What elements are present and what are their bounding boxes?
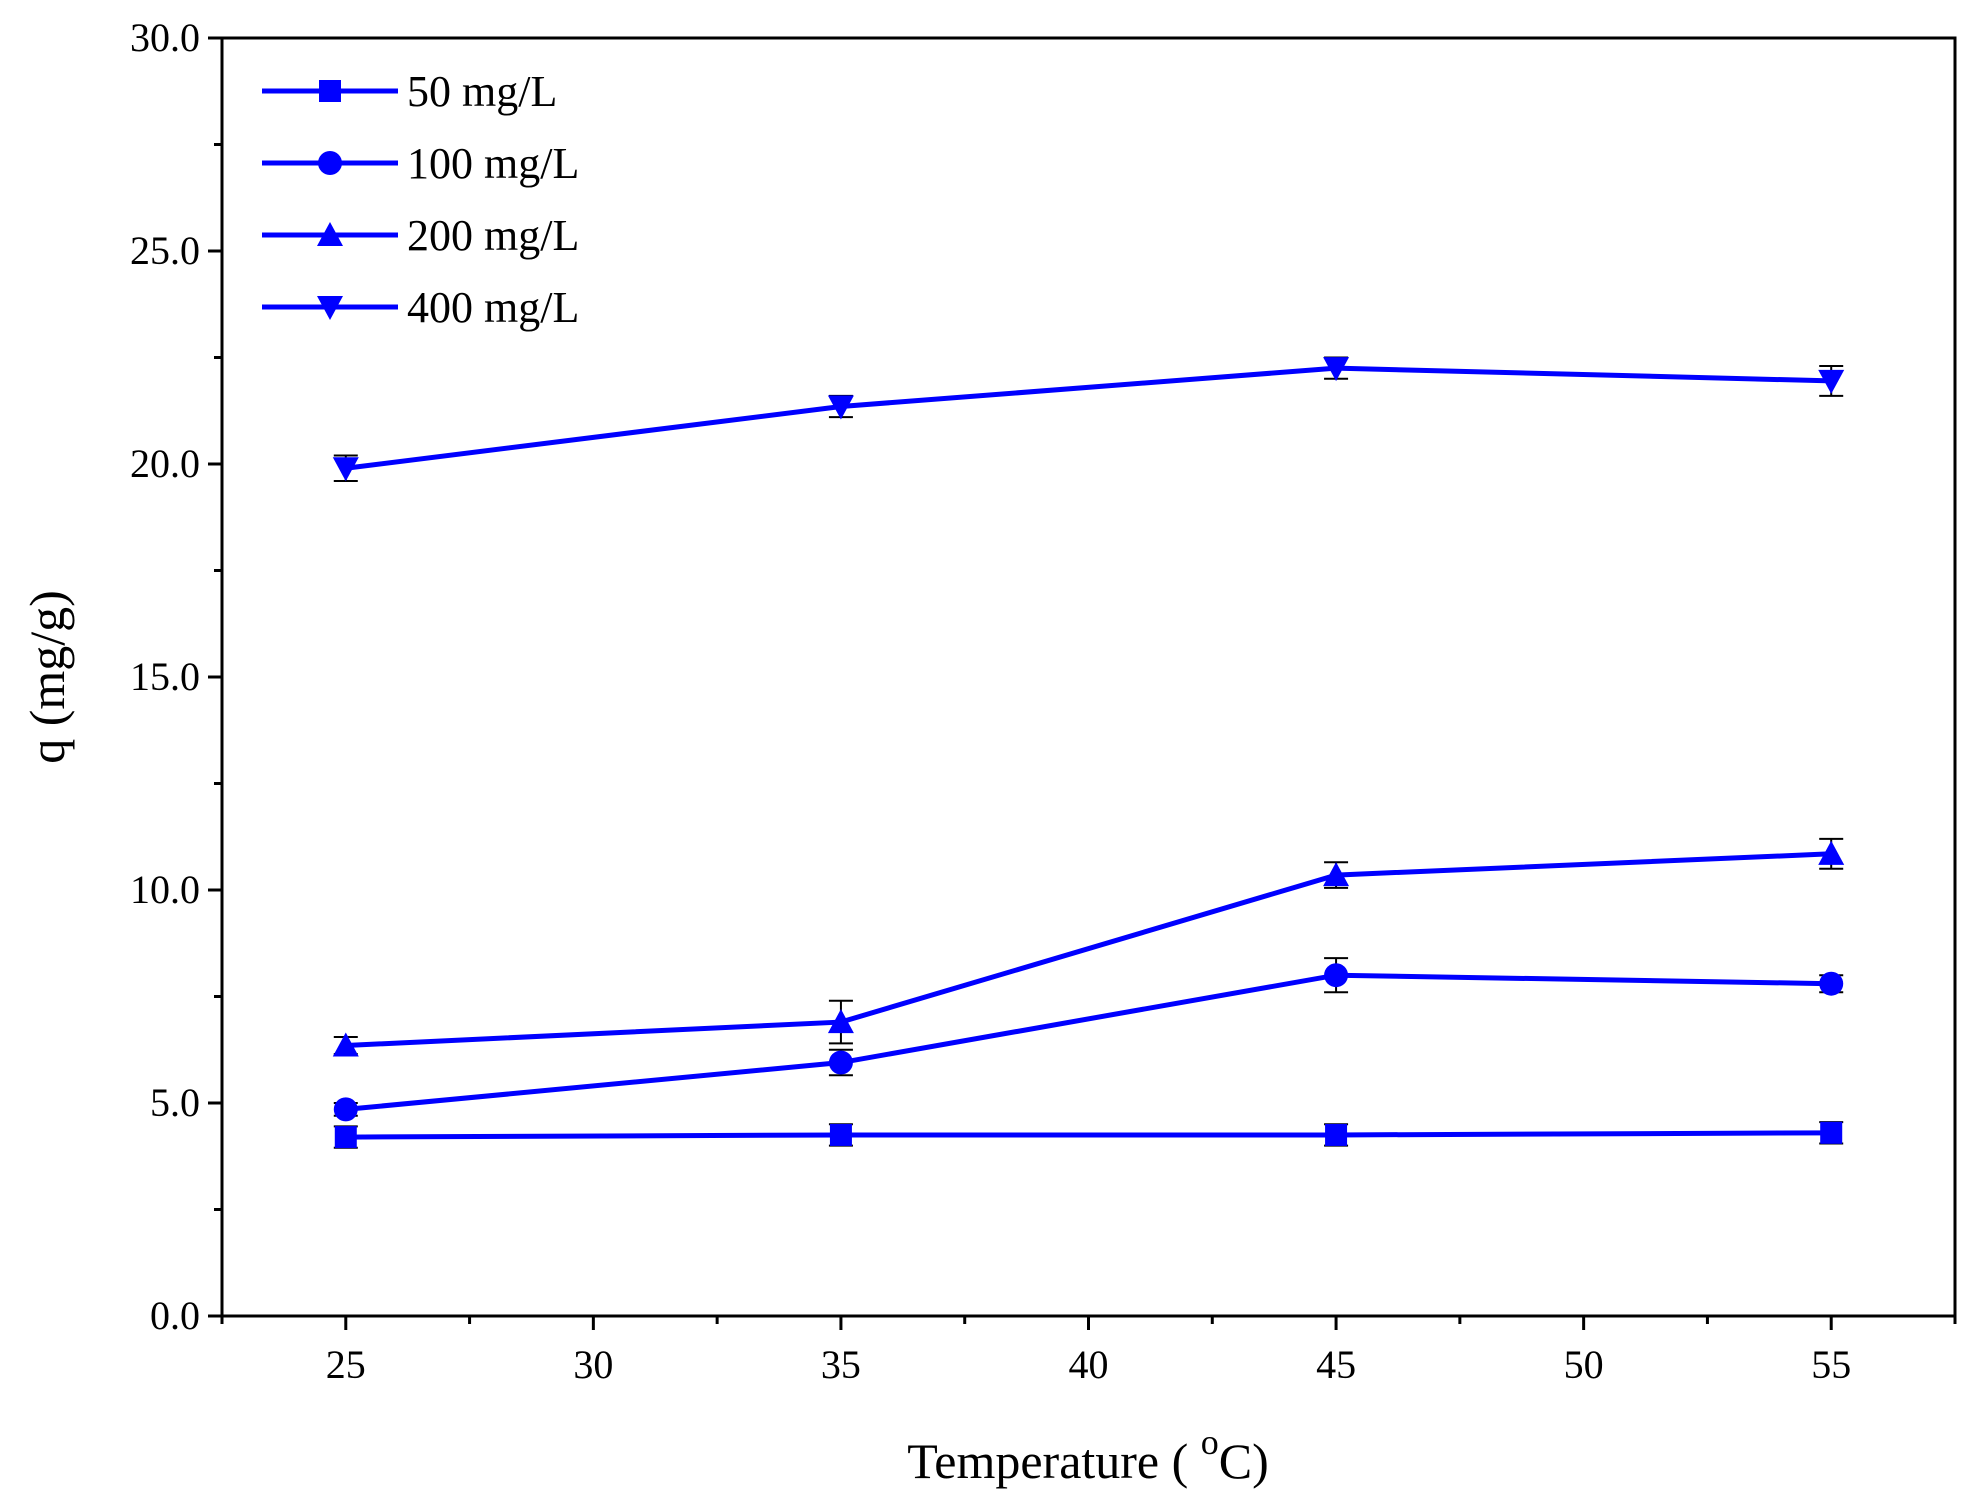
data-point [1323,357,1350,382]
data-point [332,1032,359,1057]
data-point [1820,1121,1843,1144]
x-tick-label: 50 [1564,1342,1604,1387]
legend-marker [318,151,342,175]
data-point [1818,840,1845,865]
data-point [1323,862,1350,887]
legend-label: 400 mg/L [407,283,579,332]
x-axis-ticks: 25 30 35 40 45 50 55 [220,1316,1957,1387]
legend-marker [317,222,343,247]
y-tick-label: 25.0 [130,228,200,273]
x-tick-label: 45 [1316,1342,1356,1387]
data-point [334,1126,357,1149]
data-point [1819,971,1844,996]
y-tick-label: 20.0 [130,441,200,486]
series-100-mg-l [333,957,1844,1122]
data-point [332,457,359,482]
legend-label: 200 mg/L [407,211,579,260]
data-point [828,1050,853,1075]
x-axis-title: Temperature ( oC) [907,1422,1269,1489]
data-point [1325,1123,1348,1146]
data-point [829,1123,852,1146]
y-tick-label: 30.0 [130,15,200,60]
series-layer [332,356,1845,1149]
data-point [827,1009,854,1034]
series-line [345,851,1832,1048]
data-point [827,395,854,420]
y-axis-ticks: 0.0 5.0 10.0 15.0 20.0 25.0 30.0 [130,15,222,1338]
series-line [345,365,1832,471]
x-tick-label: 55 [1811,1342,1851,1387]
series-200-mg-l [332,837,1845,1057]
legend-marker [319,80,341,102]
legend-item: 100 mg/L [262,139,579,188]
x-tick-label: 25 [326,1342,366,1387]
series-line [345,1130,1832,1140]
data-point [1818,369,1845,394]
legend-item: 400 mg/L [262,283,579,332]
legend: 50 mg/L 100 mg/L 200 mg/L 400 mg/L [262,67,579,332]
series-line [345,972,1832,1112]
y-tick-label: 10.0 [130,867,200,912]
y-tick-label: 15.0 [130,654,200,699]
legend-marker [317,295,343,320]
series-50-mg-l [333,1121,1844,1149]
y-tick-label: 5.0 [150,1080,200,1125]
data-point [333,1097,358,1122]
y-tick-label: 0.0 [150,1293,200,1338]
legend-label: 100 mg/L [407,139,579,188]
legend-label: 50 mg/L [407,67,557,116]
x-tick-label: 40 [1069,1342,1109,1387]
y-axis-title: q (mg/g) [19,590,75,764]
legend-item: 50 mg/L [262,67,557,116]
series-400-mg-l [332,356,1845,483]
data-point [1324,963,1349,988]
legend-item: 200 mg/L [262,211,579,260]
x-tick-label: 30 [573,1342,613,1387]
x-tick-label: 35 [821,1342,861,1387]
